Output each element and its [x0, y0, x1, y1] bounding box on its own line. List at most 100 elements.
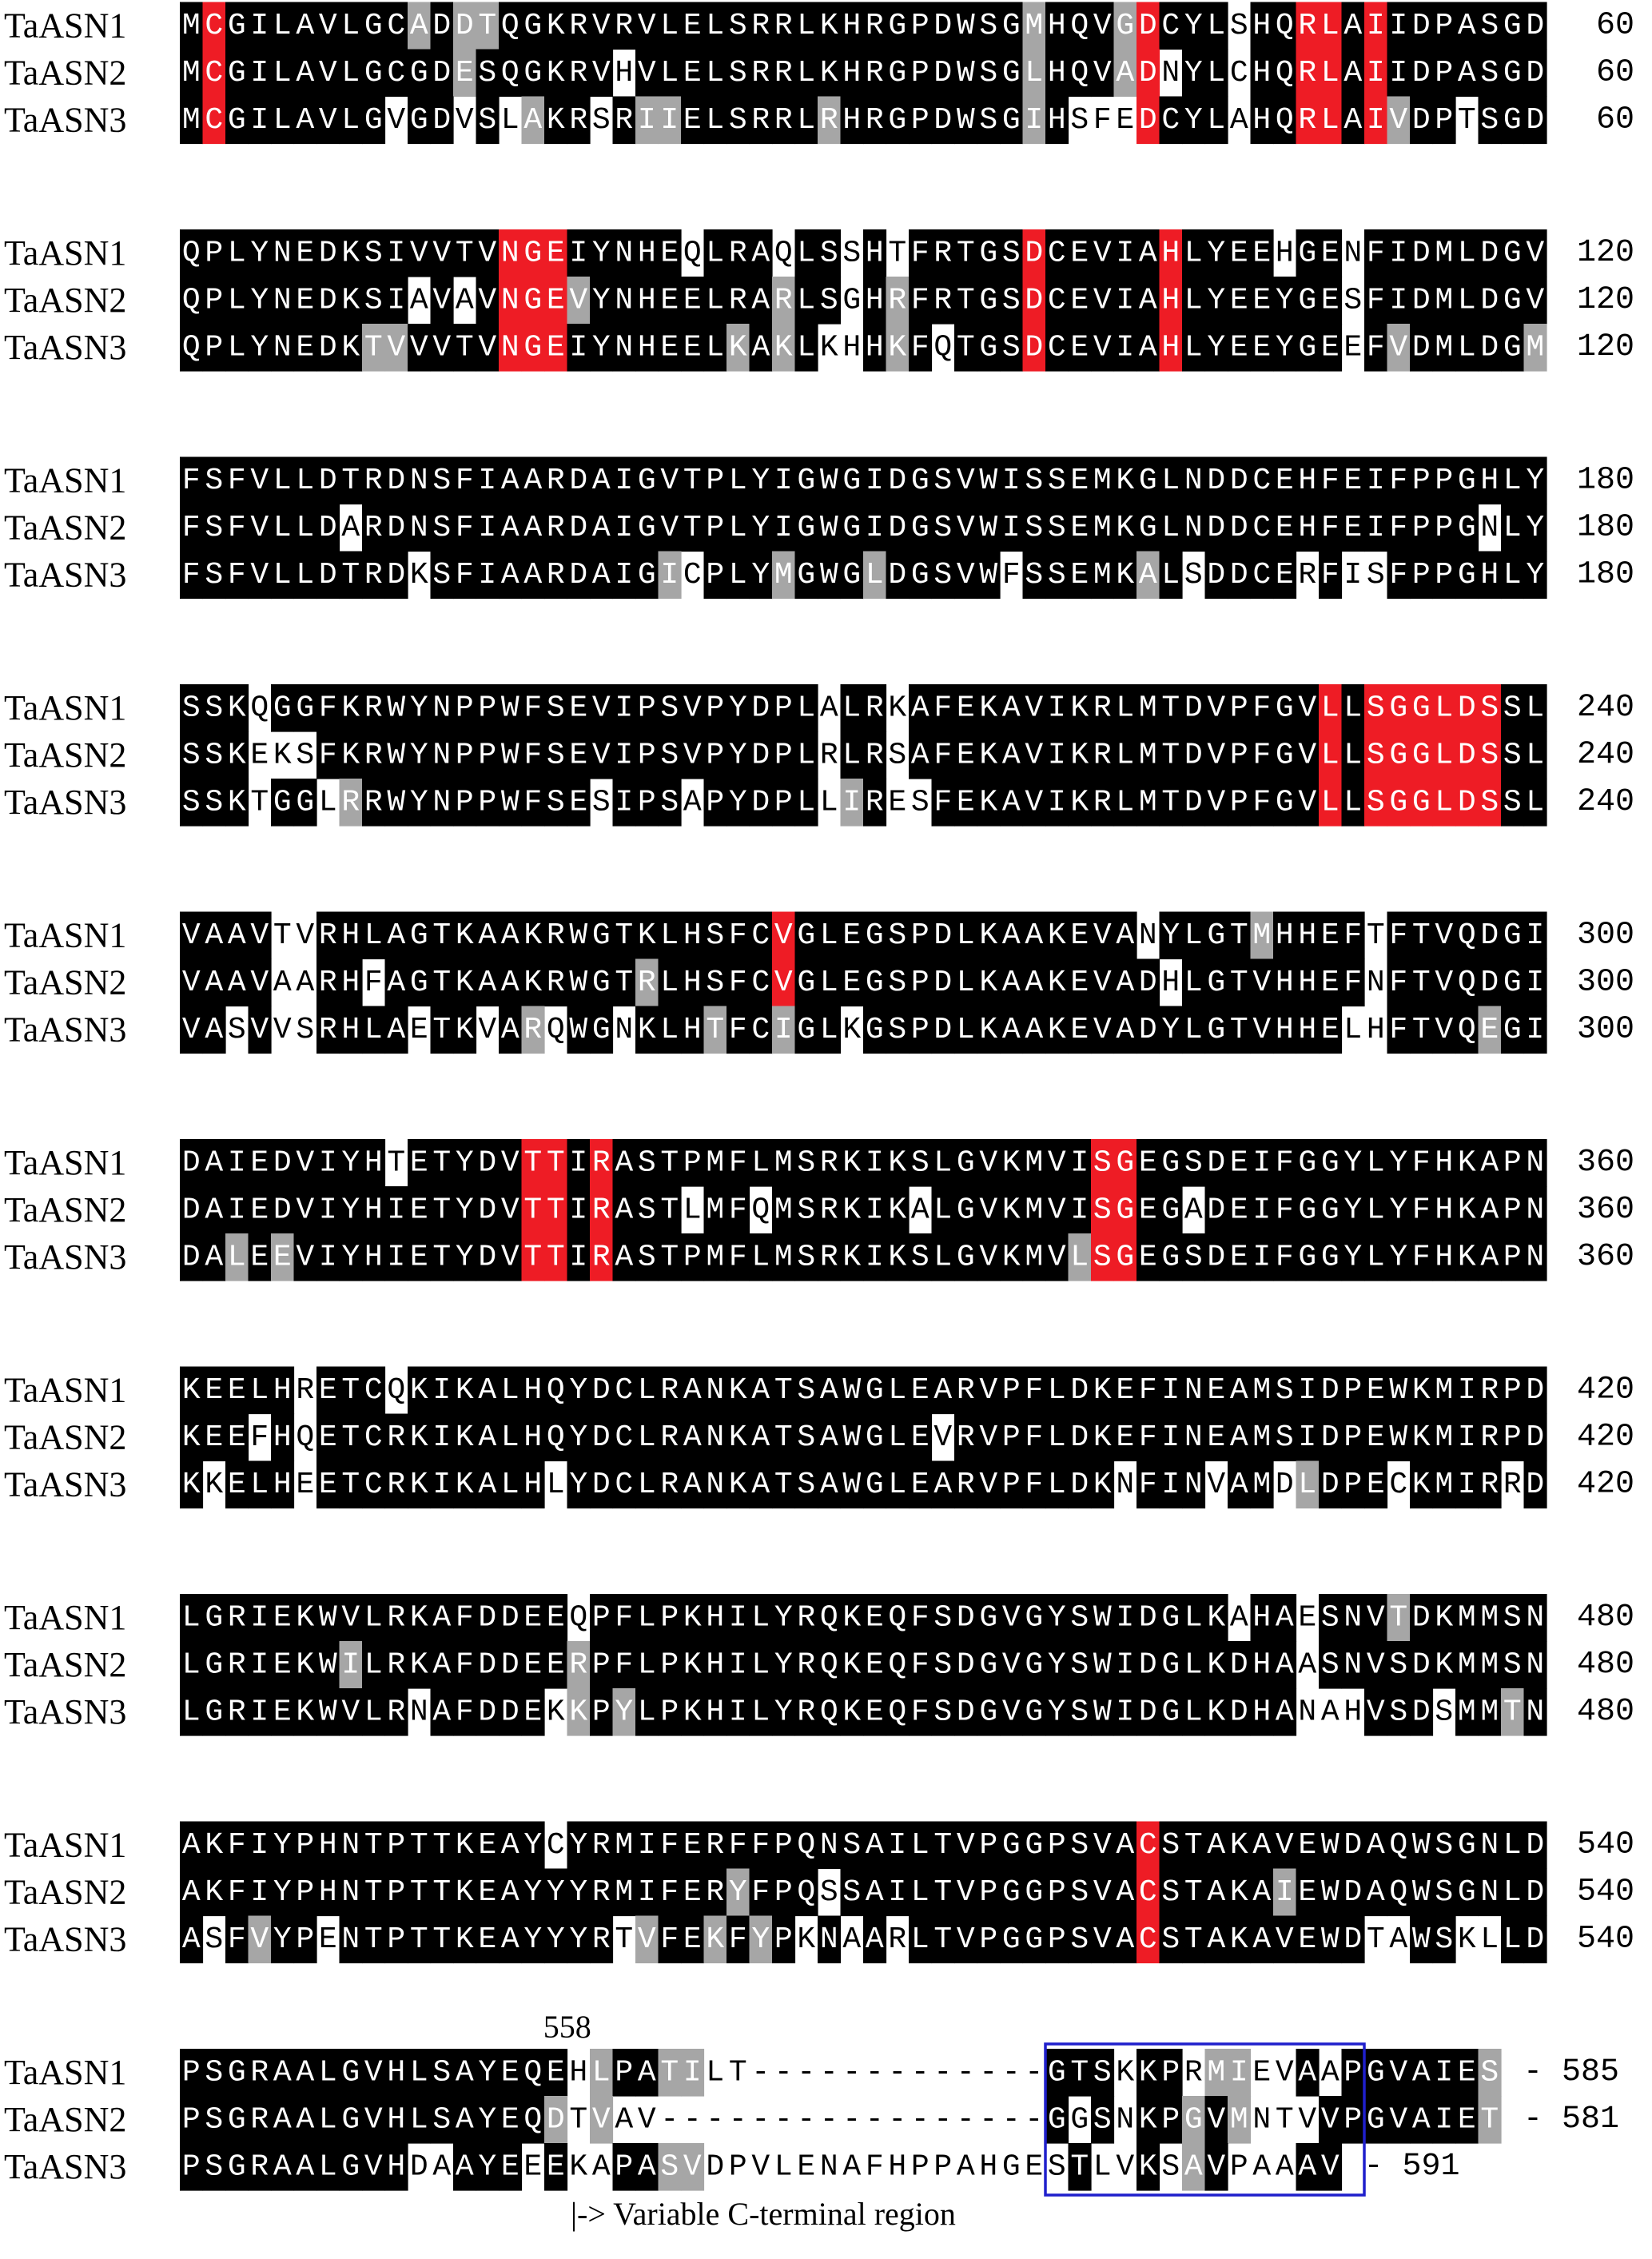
residue: A — [1230, 1373, 1248, 1408]
residue-shade — [339, 96, 363, 145]
residue: D — [1480, 966, 1499, 1000]
residue: V — [1367, 1695, 1385, 1729]
residue: G — [228, 9, 246, 43]
residue: V — [432, 236, 451, 270]
residue: G — [341, 2055, 360, 2090]
residue: S — [1367, 558, 1385, 592]
residue: L — [182, 1647, 201, 1682]
residue: A — [842, 1922, 861, 1957]
residue: I — [1367, 464, 1385, 498]
residue: Y — [273, 1828, 292, 1863]
residue-shade — [863, 2, 887, 50]
residue: N — [410, 464, 428, 498]
position-end: 240 — [1577, 690, 1634, 726]
residue: I — [228, 1193, 246, 1227]
residue: M — [182, 56, 201, 90]
residue: A — [273, 966, 292, 1000]
residue: P — [911, 2149, 929, 2184]
residue: - — [888, 2102, 906, 2137]
residue: I — [319, 1240, 337, 1274]
residue: R — [797, 1647, 815, 1682]
residue: D — [1480, 236, 1499, 270]
residue-shade — [293, 2, 317, 50]
residue-shade — [1523, 229, 1547, 277]
residue: I — [615, 511, 633, 545]
residue: E — [1230, 330, 1248, 365]
residue: L — [957, 966, 975, 1000]
residue: E — [410, 1013, 428, 1047]
residue: N — [341, 1922, 360, 1957]
residue: A — [341, 511, 360, 545]
residue: R — [364, 464, 383, 498]
residue-shade — [1523, 49, 1547, 98]
residue: L — [410, 2102, 428, 2137]
residue: D — [888, 464, 906, 498]
residue: R — [592, 1922, 611, 1957]
residue: G — [364, 103, 383, 137]
residue-shade — [1136, 2, 1160, 50]
residue: M — [1435, 330, 1453, 365]
residue: G — [797, 1013, 815, 1047]
residue: L — [1048, 1468, 1066, 1502]
residue: K — [1458, 1922, 1476, 1957]
residue: H — [523, 1468, 542, 1502]
residue: T — [432, 1013, 451, 1047]
residue: D — [933, 966, 952, 1000]
residue: A — [683, 1420, 702, 1455]
residue: R — [797, 1600, 815, 1635]
residue: S — [1184, 1240, 1203, 1274]
residue: H — [866, 236, 884, 270]
residue: A — [1343, 103, 1362, 137]
residue: A — [205, 1193, 223, 1227]
residue: G — [1298, 330, 1316, 365]
residue: S — [432, 2102, 451, 2137]
residue: F — [729, 1193, 747, 1227]
residue: T — [456, 330, 474, 365]
residue: I — [569, 1240, 587, 1274]
residue: N — [1480, 511, 1499, 545]
residue: T — [1412, 918, 1431, 953]
residue: A — [501, 558, 519, 592]
residue: E — [1367, 1420, 1385, 1455]
sequence-name: TaASN2 — [4, 54, 126, 93]
residue: S — [1093, 2102, 1112, 2137]
residue: G — [866, 1420, 884, 1455]
residue: V — [1093, 966, 1112, 1000]
residue: V — [410, 330, 428, 365]
residue: G — [228, 56, 246, 90]
residue: E — [1252, 2055, 1271, 2090]
residue: P — [1435, 103, 1453, 137]
residue: P — [706, 558, 724, 592]
residue: T — [410, 1828, 428, 1863]
residue: W — [957, 9, 975, 43]
residue: K — [1458, 1145, 1476, 1180]
position-end: 120 — [1577, 282, 1634, 318]
residue: H — [1298, 966, 1316, 1000]
residue: G — [341, 2149, 360, 2184]
residue: V — [387, 330, 405, 365]
residue-shade — [544, 2, 568, 50]
residue: Q — [523, 2102, 542, 2137]
residue: V — [1276, 2055, 1294, 2090]
residue: S — [1025, 558, 1043, 592]
sequence-name: TaASN1 — [4, 6, 126, 46]
residue: R — [820, 1193, 838, 1227]
residue: G — [979, 330, 997, 365]
residue: W — [319, 1647, 337, 1682]
residue: A — [1025, 1013, 1043, 1047]
residue-shade — [658, 229, 682, 277]
residue-shade — [954, 49, 978, 98]
residue: A — [205, 1240, 223, 1274]
residue: P — [478, 691, 496, 725]
residue: H — [1298, 1013, 1316, 1047]
residue: G — [1503, 966, 1522, 1000]
residue: D — [933, 56, 952, 90]
residue: E — [1070, 511, 1089, 545]
residue: S — [1070, 1647, 1089, 1682]
residue: T — [1230, 1013, 1248, 1047]
residue-shade — [225, 277, 249, 325]
residue: L — [1298, 1468, 1316, 1502]
residue: A — [501, 966, 519, 1000]
residue: Q — [820, 1600, 838, 1635]
